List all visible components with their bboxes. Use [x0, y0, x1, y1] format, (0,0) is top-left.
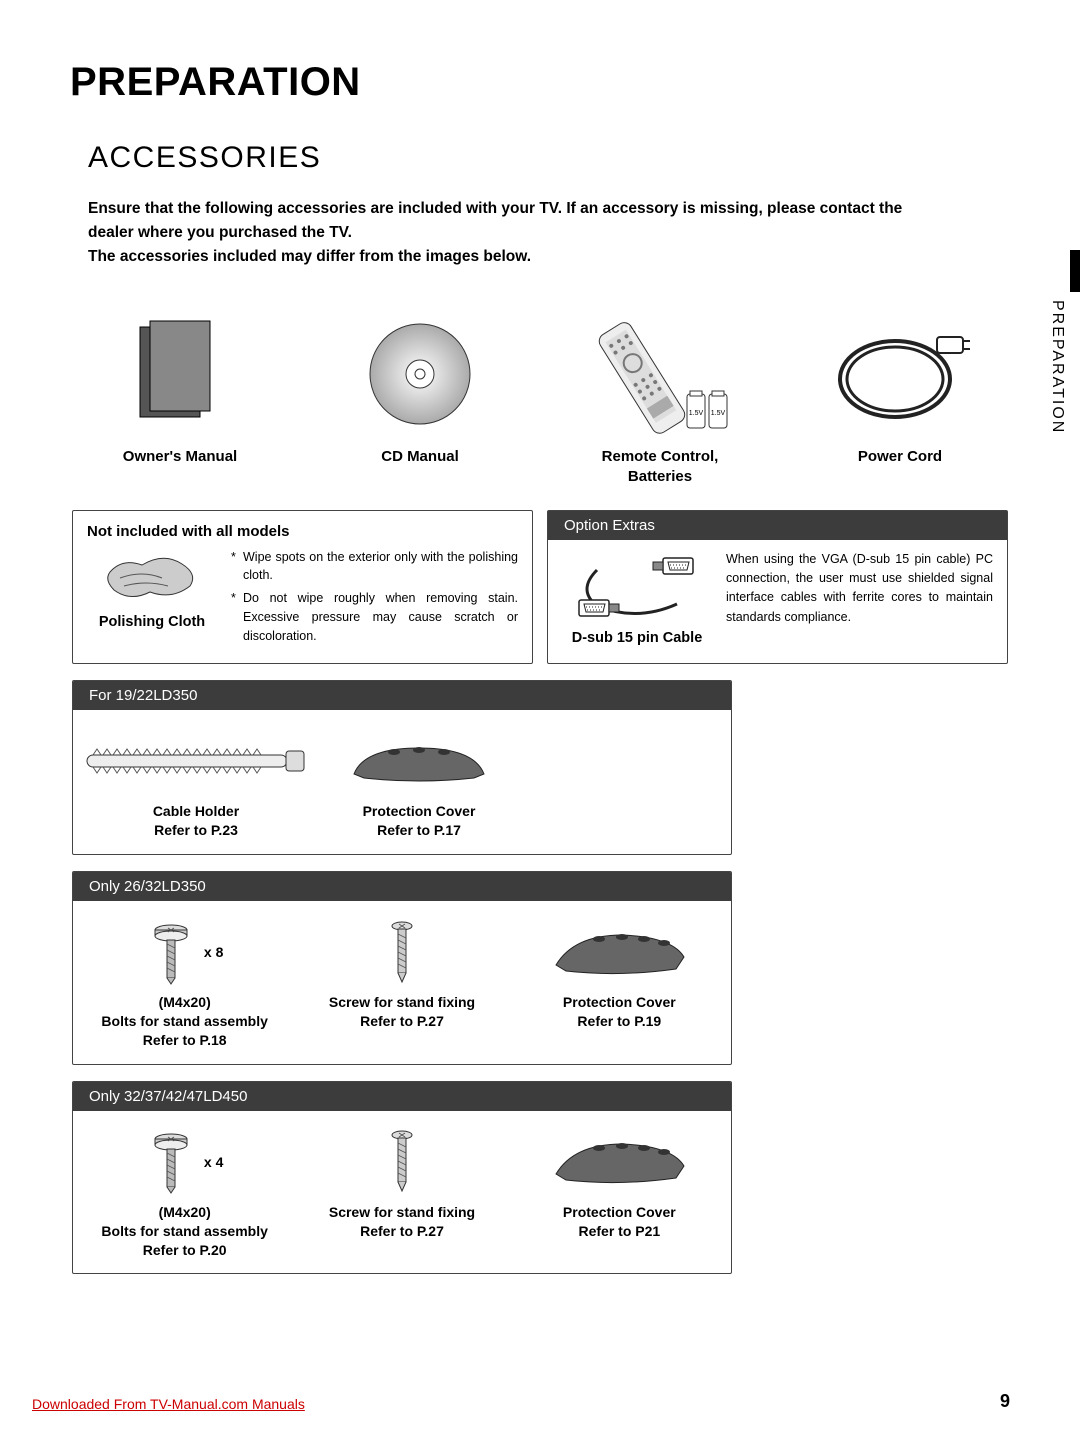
not-included-panel: Not included with all models Polishing C…	[72, 510, 533, 665]
protection-cover-icon-3	[516, 1127, 723, 1197]
bolts-label-1: (M4x20) Bolts for stand assembly Refer t…	[81, 993, 288, 1050]
download-source[interactable]: Downloaded From TV-Manual.com Manuals	[32, 1396, 305, 1412]
panel1-heading: For 19/22LD350	[73, 681, 731, 710]
note-1: Wipe spots on the exterior only with the…	[231, 548, 518, 586]
remote-icon: 1.5V 1.5V	[560, 309, 760, 439]
side-tab-marker	[1070, 250, 1080, 292]
note-2: Do not wipe roughly when removing stain.…	[231, 589, 518, 645]
screw-label-1: Screw for stand fixing Refer to P.27	[298, 993, 505, 1031]
bolts-icon-1: x 8	[81, 917, 288, 987]
polishing-cloth-icon	[87, 548, 217, 608]
protection-cover-icon-1	[321, 726, 517, 796]
section-title: ACCESSORIES	[88, 141, 1010, 175]
intro-text: Ensure that the following accessories ar…	[70, 197, 1010, 269]
protection-cover-icon-2	[516, 917, 723, 987]
option-extras-heading: Option Extras	[548, 511, 1007, 540]
protection-cover-label-2: Protection Cover Refer to P.19	[516, 993, 723, 1031]
panel-19-22LD350: For 19/22LD350 Cable Holder Refer to P.2…	[72, 680, 732, 855]
screw-icon-1	[298, 917, 505, 987]
cable-holder-label: Cable Holder Refer to P.23	[81, 802, 311, 840]
protection-cover-label-1: Protection Cover Refer to P.17	[321, 802, 517, 840]
intro-p2: The accessories included may differ from…	[88, 245, 938, 269]
power-cord-cell: Power Cord	[800, 309, 1000, 488]
screw-label-2: Screw for stand fixing Refer to P.27	[298, 1203, 505, 1241]
dsub-cable-note: When using the VGA (D-sub 15 pin cable) …	[726, 548, 993, 628]
accessory-row: Owner's Manual CD Manual	[80, 309, 1000, 488]
panel3-heading: Only 32/37/42/47LD450	[73, 1082, 731, 1111]
protection-cover-label-3: Protection Cover Refer to P21	[516, 1203, 723, 1241]
svg-text:1.5V: 1.5V	[689, 410, 704, 417]
page-number: 9	[1000, 1391, 1010, 1412]
dsub-cable-icon	[562, 548, 712, 624]
panel-32-47LD450: Only 32/37/42/47LD450 x 4 (M4x20) Bolts	[72, 1081, 732, 1275]
power-cord-label: Power Cord	[800, 447, 1000, 467]
cd-manual-cell: CD Manual	[320, 309, 520, 488]
polishing-cloth-label: Polishing Cloth	[87, 614, 217, 630]
owners-manual-label: Owner's Manual	[80, 447, 280, 467]
owners-manual-icon	[80, 309, 280, 439]
page-title: PREPARATION	[70, 60, 1010, 105]
option-extras-panel: Option Extras	[547, 510, 1008, 665]
dsub-cable-label: D-sub 15 pin Cable	[562, 630, 712, 646]
side-tab-label: PREPARATION	[1048, 300, 1066, 434]
screw-icon-2	[298, 1127, 505, 1197]
bolts-qty-2: x 4	[204, 1154, 223, 1170]
svg-text:1.5V: 1.5V	[711, 410, 726, 417]
cd-manual-icon	[320, 309, 520, 439]
bolts-icon-2: x 4	[81, 1127, 288, 1197]
side-tab: PREPARATION	[1046, 250, 1080, 510]
intro-p1: Ensure that the following accessories ar…	[88, 197, 938, 245]
remote-label: Remote Control, Batteries	[560, 447, 760, 488]
panel2-heading: Only 26/32LD350	[73, 872, 731, 901]
not-included-heading: Not included with all models	[87, 523, 518, 540]
bolts-qty-1: x 8	[204, 944, 223, 960]
power-cord-icon	[800, 309, 1000, 439]
polishing-cloth-notes: Wipe spots on the exterior only with the…	[231, 548, 518, 650]
cd-manual-label: CD Manual	[320, 447, 520, 467]
remote-cell: 1.5V 1.5V Remote Control, Batteries	[560, 309, 760, 488]
bolts-label-2: (M4x20) Bolts for stand assembly Refer t…	[81, 1203, 288, 1260]
owners-manual-cell: Owner's Manual	[80, 309, 280, 488]
cable-holder-icon	[81, 726, 311, 796]
panel-26-32LD350: Only 26/32LD350 x 8 (M4x20) Bolts for s	[72, 871, 732, 1065]
